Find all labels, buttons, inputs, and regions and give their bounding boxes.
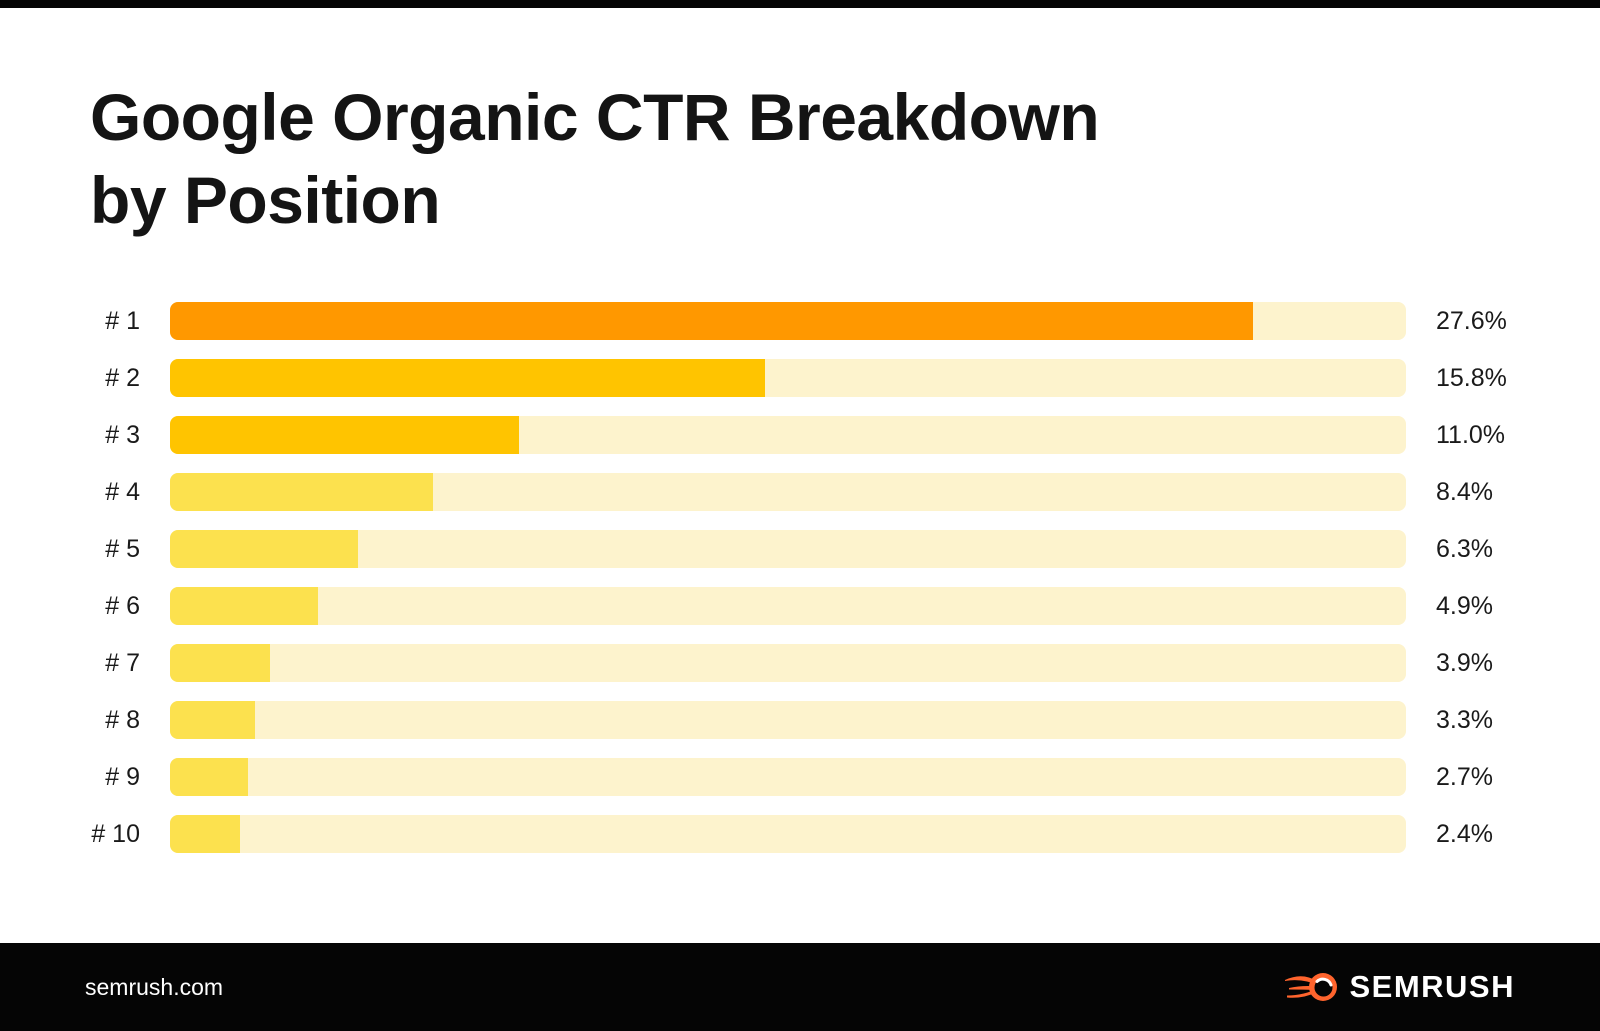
bar-chart: # 1 27.6% # 2 15.8% # 3 11.0% # 4 8.4% # 5 6.3% # … <box>88 302 1600 854</box>
bar-track <box>170 644 1406 683</box>
semrush-wordmark: SEMRUSH <box>1349 969 1515 1004</box>
row-position-label: # 9 <box>105 762 140 791</box>
bar-fill <box>170 359 765 398</box>
bar-fill <box>170 701 256 740</box>
bar-fill <box>170 416 519 455</box>
bar-value-label: 2.4% <box>1436 819 1493 848</box>
bar-track <box>170 416 1406 455</box>
row-position-label: # 7 <box>105 648 140 677</box>
bar-value-label: 2.7% <box>1436 762 1493 791</box>
bar-value-label: 11.0% <box>1436 420 1506 449</box>
bar-fill <box>170 473 434 512</box>
chart-row: # 8 3.3% <box>88 701 1600 740</box>
chart-row: # 2 15.8% <box>88 359 1600 398</box>
bar-value-label: 6.3% <box>1436 534 1493 563</box>
footer-bar: semrush.com SEMRUSH <box>0 943 1600 1031</box>
top-black-bar <box>0 0 1600 8</box>
semrush-fireball-icon <box>1284 971 1338 1003</box>
bar-value-label: 4.9% <box>1436 591 1493 620</box>
row-position-label: # 6 <box>105 591 140 620</box>
bar-value-label: 15.8% <box>1436 363 1507 392</box>
bar-value-label: 8.4% <box>1436 477 1493 506</box>
bar-track <box>170 815 1406 854</box>
bar-track <box>170 359 1406 398</box>
bar-value-label: 3.9% <box>1436 648 1493 677</box>
semrush-logo: SEMRUSH <box>1284 969 1515 1005</box>
bar-fill <box>170 815 241 854</box>
chart-row: # 9 2.7% <box>88 758 1600 797</box>
row-position-label: # 10 <box>91 819 140 848</box>
bar-value-label: 27.6% <box>1436 306 1507 335</box>
page-title-line2: by Position <box>90 163 441 238</box>
chart-row: # 7 3.9% <box>88 644 1600 683</box>
bar-track <box>170 530 1406 569</box>
bar-track <box>170 758 1406 797</box>
bar-fill <box>170 758 248 797</box>
page-title: Google Organic CTR Breakdown by Position <box>0 8 1600 242</box>
chart-row: # 10 2.4% <box>88 815 1600 854</box>
row-position-label: # 1 <box>105 306 140 335</box>
bar-value-label: 3.3% <box>1436 705 1493 734</box>
chart-row: # 1 27.6% <box>88 302 1600 341</box>
bar-track <box>170 701 1406 740</box>
row-position-label: # 3 <box>105 420 140 449</box>
chart-row: # 6 4.9% <box>88 587 1600 626</box>
bar-track <box>170 302 1406 341</box>
row-position-label: # 2 <box>105 363 140 392</box>
chart-row: # 5 6.3% <box>88 530 1600 569</box>
page-title-line1: Google Organic CTR Breakdown <box>90 80 1100 154</box>
bar-fill <box>170 530 358 569</box>
row-position-label: # 4 <box>105 477 140 506</box>
bar-fill <box>170 644 271 683</box>
footer-site-url: semrush.com <box>85 973 224 1000</box>
bar-fill <box>170 587 319 626</box>
chart-row: # 3 11.0% <box>88 416 1600 455</box>
row-position-label: # 8 <box>105 705 140 734</box>
bar-track <box>170 473 1406 512</box>
bar-fill <box>170 302 1253 341</box>
infographic-body: Google Organic CTR Breakdown by Position… <box>0 8 1600 943</box>
bar-track <box>170 587 1406 626</box>
chart-row: # 4 8.4% <box>88 473 1600 512</box>
row-position-label: # 5 <box>105 534 140 563</box>
